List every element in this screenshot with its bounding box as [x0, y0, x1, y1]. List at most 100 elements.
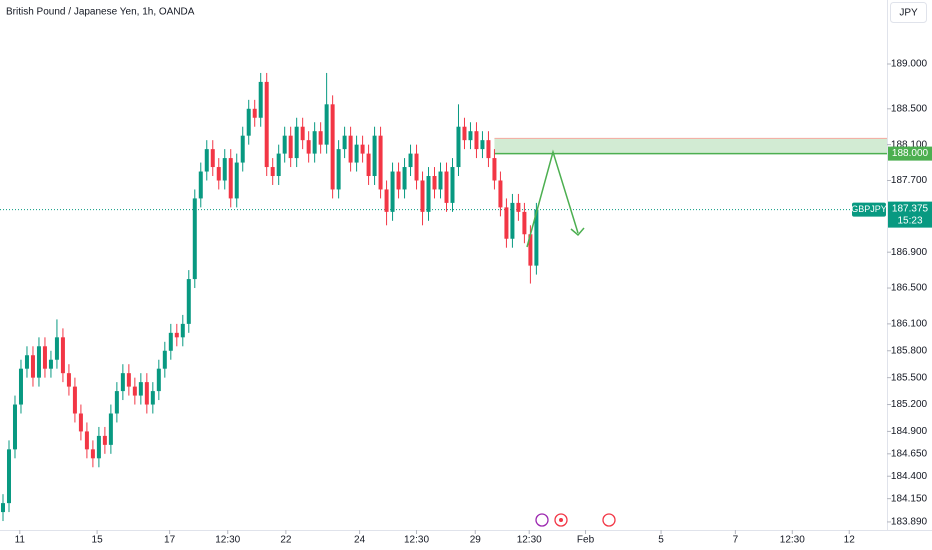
candle-body	[30, 355, 35, 378]
y-tick-label: 186.100	[891, 319, 928, 330]
event-icon[interactable]	[554, 513, 568, 527]
event-icon-dot	[559, 518, 563, 522]
candle-body	[264, 81, 269, 168]
candle-body	[240, 135, 245, 163]
x-tick-label: 12:30	[404, 535, 429, 546]
candle-body	[504, 207, 509, 239]
candle-body	[312, 131, 317, 154]
candle-body	[420, 180, 425, 212]
y-tick-label: 186.900	[891, 247, 928, 258]
chart-title: British Pound / Japanese Yen, 1h, OANDA	[6, 7, 195, 18]
candle-body	[78, 413, 83, 432]
candle-body	[204, 149, 209, 172]
candle-body	[252, 108, 257, 118]
candle-body	[330, 104, 335, 190]
x-tick-label: 12:30	[780, 535, 805, 546]
candle-body	[6, 449, 11, 504]
currency-button[interactable]	[890, 2, 927, 23]
candle-body	[318, 131, 323, 145]
candle-body	[198, 171, 203, 199]
x-tick-label: Feb	[577, 535, 595, 546]
candle-body	[60, 337, 65, 374]
candle-body	[384, 189, 389, 212]
y-tick-label: 184.650	[891, 448, 928, 459]
candle-body	[180, 323, 185, 338]
candle-body	[306, 140, 311, 154]
candle-body	[120, 373, 125, 392]
candle-body	[486, 140, 491, 159]
candle-body	[126, 373, 131, 387]
candle-body	[402, 167, 407, 190]
arrow-head	[570, 227, 585, 237]
symbol-label: GBPJPY	[851, 204, 887, 214]
candle-body	[348, 135, 353, 163]
y-tick-label: 183.890	[891, 517, 928, 528]
candle-body	[150, 391, 155, 405]
plot-area	[0, 72, 887, 522]
last-price-label: 187.375	[892, 203, 929, 214]
y-tick-label: 187.700	[891, 175, 928, 186]
candle-body	[462, 126, 467, 141]
candle-body	[102, 435, 107, 445]
candle-body	[288, 135, 293, 159]
candle-body	[186, 279, 191, 324]
candle-body	[456, 126, 461, 168]
candle-body	[54, 337, 59, 360]
candle-body	[444, 171, 449, 203]
candle-body	[138, 382, 143, 396]
x-tick-label: 5	[658, 535, 664, 546]
x-tick-label: 12	[844, 535, 856, 546]
candle-body	[414, 153, 419, 181]
candle-body	[96, 435, 101, 459]
candle-body	[234, 162, 239, 199]
zone-price-label: 188.000	[892, 148, 929, 159]
candle-body	[360, 144, 365, 154]
candle-body	[474, 131, 479, 150]
candle-body	[144, 382, 149, 405]
countdown-label: 15:23	[897, 215, 922, 226]
candle-body	[432, 176, 437, 190]
y-tick-label: 188.500	[891, 103, 928, 114]
candle-body	[48, 359, 53, 369]
projection-arrow	[526, 149, 579, 248]
candle-body	[528, 234, 533, 266]
y-tick-label: 184.400	[891, 471, 928, 482]
candle-body	[12, 404, 17, 450]
candle-body	[192, 198, 197, 280]
event-icon[interactable]	[535, 513, 549, 527]
last-price-box	[888, 201, 932, 228]
candle-body	[90, 449, 95, 459]
candle-body	[324, 104, 329, 145]
candle-body	[378, 135, 383, 190]
candle-body	[426, 176, 431, 212]
candle-body	[438, 171, 443, 190]
y-tick-label: 189.000	[891, 59, 928, 70]
candle-body	[108, 413, 113, 445]
x-tick-label: 22	[280, 535, 292, 546]
candle-body	[396, 171, 401, 190]
candle-body	[84, 431, 89, 450]
y-tick-label: 185.500	[891, 372, 928, 383]
candle-body	[492, 158, 497, 181]
y-tick-label: 184.150	[891, 493, 928, 504]
event-icon[interactable]	[602, 513, 616, 527]
candle-body	[18, 368, 23, 405]
y-tick-label: 185.200	[891, 399, 928, 410]
candle-body	[408, 153, 413, 168]
candle-body	[366, 153, 371, 177]
candle-body	[372, 135, 377, 177]
candle-body	[516, 202, 521, 212]
candle-body	[498, 180, 503, 208]
x-tick-label: 7	[733, 535, 739, 546]
supply-zone	[494, 138, 887, 154]
symbol-box	[852, 202, 886, 217]
y-tick-label: 188.100	[891, 139, 928, 150]
candle-body	[222, 158, 227, 181]
candle-body	[522, 211, 527, 235]
candle-body	[36, 346, 41, 378]
candle-body	[210, 149, 215, 168]
candle-body	[246, 108, 251, 136]
